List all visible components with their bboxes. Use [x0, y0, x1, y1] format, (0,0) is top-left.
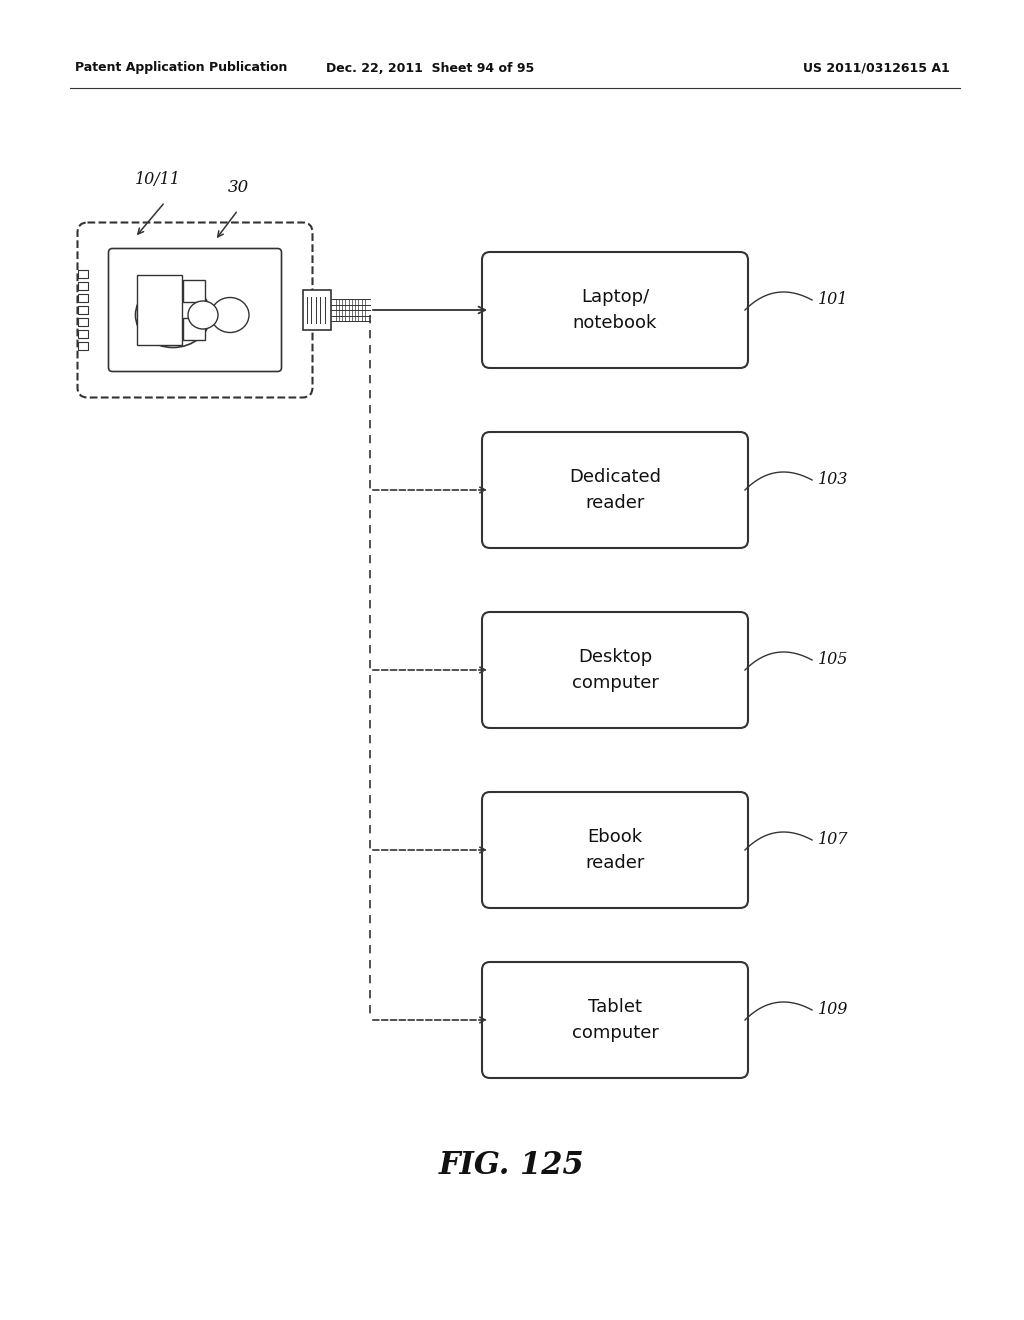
- FancyBboxPatch shape: [482, 432, 748, 548]
- Text: Laptop/
notebook: Laptop/ notebook: [572, 289, 657, 331]
- Text: Ebook
reader: Ebook reader: [586, 829, 645, 871]
- Text: Tablet
computer: Tablet computer: [571, 998, 658, 1041]
- FancyBboxPatch shape: [482, 252, 748, 368]
- Ellipse shape: [135, 282, 211, 347]
- Bar: [78, 342, 87, 350]
- Text: 103: 103: [818, 471, 848, 488]
- Text: 105: 105: [818, 652, 848, 668]
- Bar: [78, 294, 87, 302]
- FancyBboxPatch shape: [482, 962, 748, 1078]
- Text: 109: 109: [818, 1002, 848, 1019]
- Bar: [302, 290, 331, 330]
- Bar: [78, 330, 87, 338]
- FancyBboxPatch shape: [482, 792, 748, 908]
- FancyBboxPatch shape: [482, 612, 748, 729]
- Text: Dedicated
reader: Dedicated reader: [569, 469, 662, 511]
- Text: Desktop
computer: Desktop computer: [571, 648, 658, 692]
- Bar: [78, 318, 87, 326]
- FancyBboxPatch shape: [109, 248, 282, 371]
- Bar: [183, 280, 205, 302]
- Bar: [183, 318, 205, 341]
- Text: FIG. 125: FIG. 125: [439, 1150, 585, 1180]
- Bar: [137, 275, 182, 345]
- Text: 101: 101: [818, 292, 848, 309]
- FancyBboxPatch shape: [78, 223, 312, 397]
- Bar: [78, 282, 87, 290]
- Text: 30: 30: [228, 180, 249, 195]
- Ellipse shape: [188, 301, 218, 329]
- Text: 10/11: 10/11: [135, 172, 181, 187]
- Ellipse shape: [211, 297, 249, 333]
- Text: Patent Application Publication: Patent Application Publication: [75, 62, 288, 74]
- Text: 107: 107: [818, 832, 848, 849]
- Bar: [78, 306, 87, 314]
- Text: Dec. 22, 2011  Sheet 94 of 95: Dec. 22, 2011 Sheet 94 of 95: [326, 62, 535, 74]
- Bar: [78, 271, 87, 279]
- Text: US 2011/0312615 A1: US 2011/0312615 A1: [803, 62, 950, 74]
